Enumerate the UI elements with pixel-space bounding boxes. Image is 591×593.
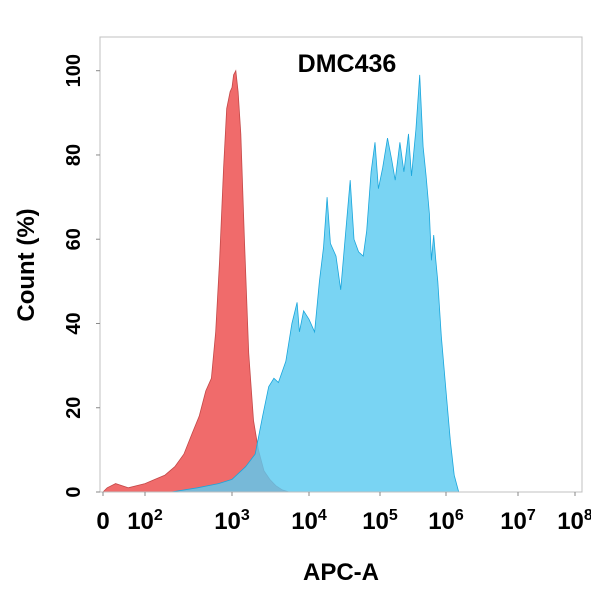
- histogram-series-2: [171, 74, 460, 493]
- chart-title: DMC436: [298, 50, 397, 78]
- x-tick-label: 104: [291, 507, 327, 535]
- y-tick-label-group: 40: [63, 312, 85, 334]
- y-tick-label: 40: [63, 312, 85, 334]
- x-tick-label: 105: [362, 507, 398, 535]
- y-tick-label: 60: [63, 228, 85, 250]
- y-tick-label-group: 20: [63, 397, 85, 419]
- histogram-series-layer: [102, 69, 460, 493]
- x-tick-label: 103: [214, 507, 250, 535]
- x-tick-label: 106: [428, 507, 464, 535]
- x-tick-label: 108: [557, 507, 591, 535]
- x-tick-label: 0: [96, 508, 109, 535]
- y-tick-label: 100: [63, 54, 85, 87]
- y-tick-label-group: 100: [63, 54, 85, 87]
- y-tick-label: 20: [63, 397, 85, 419]
- x-tick-label: 107: [500, 507, 536, 535]
- y-tick-label-group: 60: [63, 228, 85, 250]
- x-axis-label: APC-A: [303, 559, 379, 586]
- y-tick-label-group: 0: [63, 486, 85, 497]
- y-tick-label: 80: [63, 144, 85, 166]
- plot-frame: [99, 36, 583, 493]
- y-tick-label: 0: [63, 486, 85, 497]
- y-tick-label-group: 80: [63, 144, 85, 166]
- x-axis-ticks: 0 102 103 104 105 106 107 108: [96, 492, 591, 535]
- x-tick-label: 102: [127, 507, 163, 535]
- y-axis-ticks: 0 20 40 60 80 100: [63, 54, 100, 498]
- y-axis-label: Count (%): [13, 208, 40, 321]
